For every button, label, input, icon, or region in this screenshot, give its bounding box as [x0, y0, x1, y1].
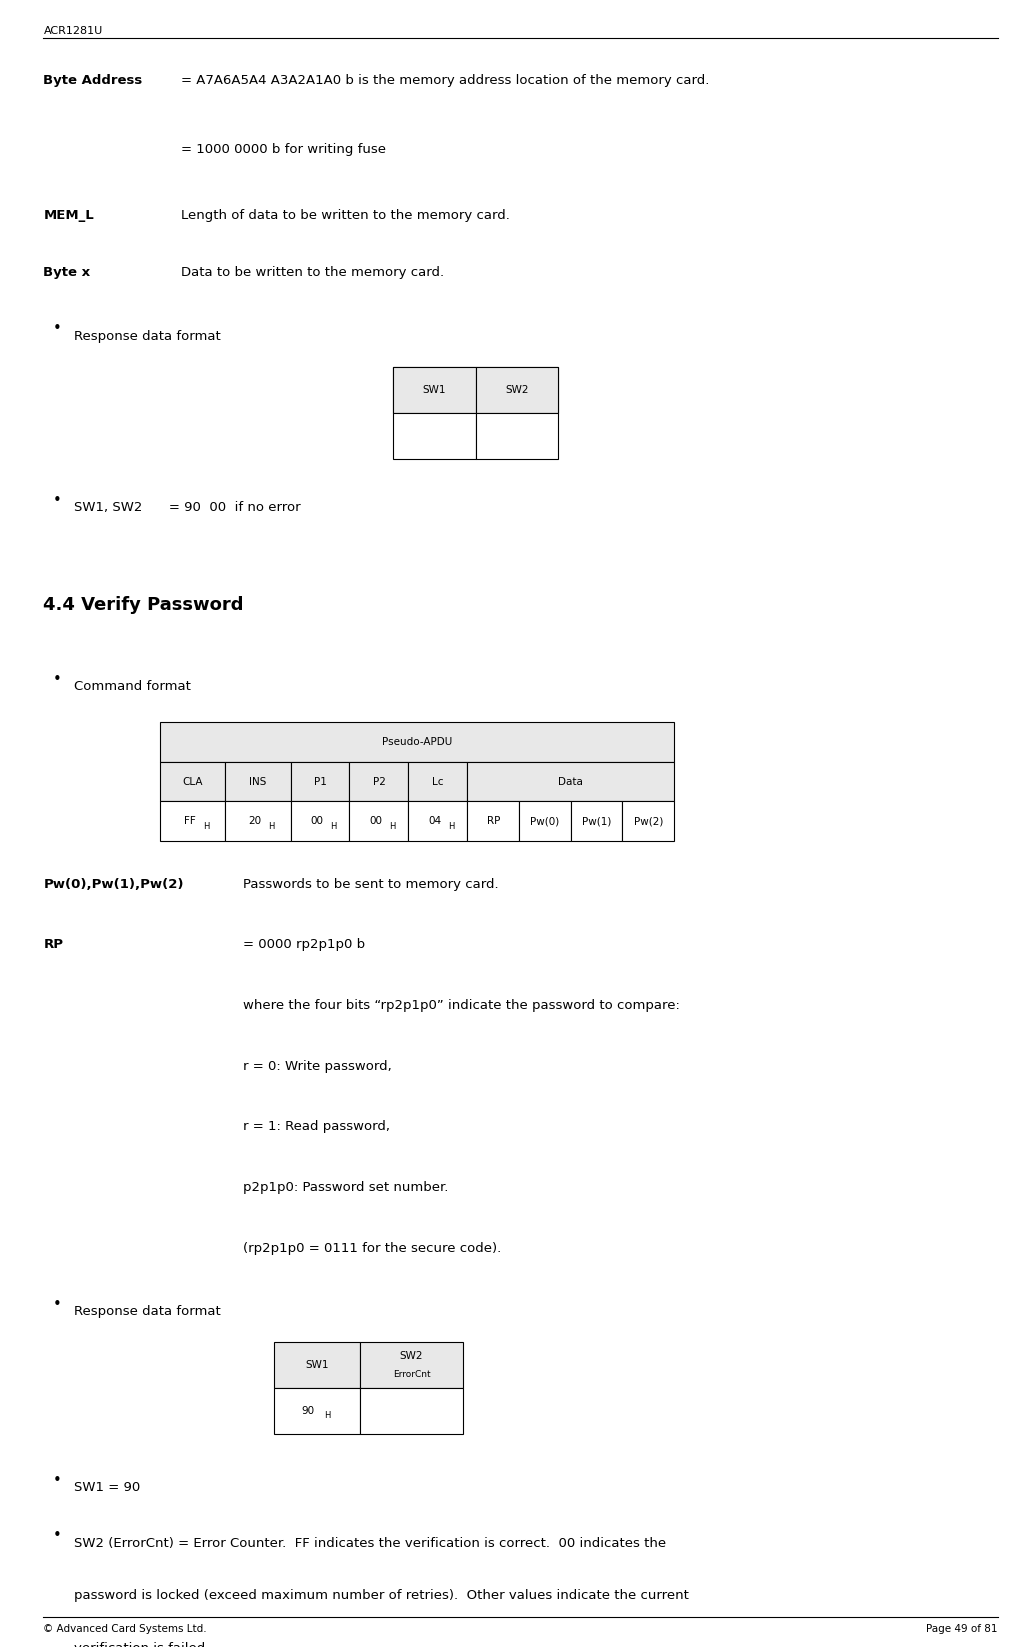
Text: ErrorCnt: ErrorCnt	[393, 1370, 430, 1379]
Text: SW1: SW1	[305, 1360, 329, 1370]
Bar	[467, 802, 519, 842]
Bar	[393, 367, 558, 413]
Text: P1: P1	[313, 777, 327, 787]
Bar	[393, 413, 476, 460]
Bar	[476, 367, 558, 413]
Text: 20: 20	[248, 817, 262, 827]
Bar	[225, 763, 291, 802]
Bar	[476, 413, 558, 460]
Text: MEM_L: MEM_L	[43, 209, 94, 221]
Text: SW1: SW1	[423, 385, 446, 395]
Text: Lc: Lc	[432, 777, 444, 787]
Text: Byte Address: Byte Address	[43, 74, 143, 87]
Text: ACR1281U: ACR1281U	[43, 26, 102, 36]
Text: Length of data to be written to the memory card.: Length of data to be written to the memo…	[181, 209, 510, 221]
Text: Command format: Command format	[74, 680, 191, 693]
Text: SW2: SW2	[506, 385, 528, 395]
Bar	[393, 367, 476, 413]
Text: SW1 = 90: SW1 = 90	[74, 1481, 141, 1494]
Text: •: •	[53, 672, 61, 687]
Text: Response data format: Response data format	[74, 1304, 221, 1318]
Bar	[360, 1342, 463, 1388]
Text: (rp2p1p0 = 0111 for the secure code).: (rp2p1p0 = 0111 for the secure code).	[243, 1242, 501, 1255]
Bar	[408, 802, 467, 842]
Text: H: H	[389, 822, 396, 830]
Text: 00: 00	[310, 817, 324, 827]
Bar	[160, 802, 225, 842]
Text: Response data format: Response data format	[74, 329, 221, 343]
Text: Pw(0): Pw(0)	[530, 817, 559, 827]
Text: Data: Data	[558, 777, 583, 787]
Text: •: •	[53, 1528, 61, 1543]
Bar	[225, 802, 291, 842]
Text: •: •	[53, 1472, 61, 1489]
Bar	[160, 763, 225, 802]
Bar	[408, 763, 467, 802]
Text: H: H	[330, 822, 337, 830]
Text: H: H	[448, 822, 455, 830]
Text: Pw(2): Pw(2)	[634, 817, 663, 827]
Text: Passwords to be sent to memory card.: Passwords to be sent to memory card.	[243, 878, 498, 891]
Text: Byte x: Byte x	[43, 267, 91, 280]
Bar	[349, 763, 408, 802]
Text: 90: 90	[302, 1407, 315, 1416]
Text: = 1000 0000 b for writing fuse: = 1000 0000 b for writing fuse	[181, 143, 386, 155]
Bar	[467, 763, 674, 802]
Text: 04: 04	[428, 817, 442, 827]
Text: = 0000 rp2p1p0 b: = 0000 rp2p1p0 b	[243, 939, 365, 952]
Bar	[291, 763, 349, 802]
Text: Pseudo-APDU: Pseudo-APDU	[383, 738, 452, 748]
Text: Page 49 of 81: Page 49 of 81	[926, 1624, 998, 1634]
Text: •: •	[53, 321, 61, 336]
Text: Pw(1): Pw(1)	[582, 817, 611, 827]
Text: SW2 (ErrorCnt) = Error Counter.  FF indicates the verification is correct.  00 i: SW2 (ErrorCnt) = Error Counter. FF indic…	[74, 1537, 667, 1550]
Text: INS: INS	[249, 777, 267, 787]
Text: p2p1p0: Password set number.: p2p1p0: Password set number.	[243, 1181, 449, 1194]
Text: Data to be written to the memory card.: Data to be written to the memory card.	[181, 267, 444, 280]
Text: 4.4 Verify Password: 4.4 Verify Password	[43, 596, 244, 614]
Text: H: H	[268, 822, 275, 830]
Text: © Advanced Card Systems Ltd.: © Advanced Card Systems Ltd.	[43, 1624, 207, 1634]
Text: RP: RP	[487, 817, 499, 827]
Text: r = 0: Write password,: r = 0: Write password,	[243, 1059, 392, 1072]
Text: H: H	[203, 822, 210, 830]
Text: •: •	[53, 492, 61, 507]
Text: where the four bits “rp2p1p0” indicate the password to compare:: where the four bits “rp2p1p0” indicate t…	[243, 1000, 680, 1011]
Text: P2: P2	[372, 777, 386, 787]
Text: FF: FF	[184, 817, 195, 827]
Text: •: •	[53, 1296, 61, 1311]
Text: = A7A6A5A4 A3A2A1A0 b is the memory address location of the memory card.: = A7A6A5A4 A3A2A1A0 b is the memory addr…	[181, 74, 709, 87]
Text: RP: RP	[43, 939, 63, 952]
Text: verification is failed.: verification is failed.	[74, 1642, 210, 1647]
Bar	[274, 1342, 360, 1388]
Text: password is locked (exceed maximum number of retries).  Other values indicate th: password is locked (exceed maximum numbe…	[74, 1589, 690, 1603]
Text: SW1, SW2  = 90  00  if no error: SW1, SW2 = 90 00 if no error	[74, 501, 301, 514]
Bar	[291, 802, 349, 842]
Bar	[519, 802, 571, 842]
Text: H: H	[324, 1411, 331, 1420]
Bar	[349, 802, 408, 842]
Text: Pw(0),Pw(1),Pw(2): Pw(0),Pw(1),Pw(2)	[43, 878, 184, 891]
Bar	[160, 723, 674, 763]
Text: CLA: CLA	[183, 777, 203, 787]
Text: SW2: SW2	[400, 1352, 423, 1362]
Bar	[571, 802, 622, 842]
Bar	[274, 1388, 360, 1435]
Bar	[622, 802, 674, 842]
Text: r = 1: Read password,: r = 1: Read password,	[243, 1120, 390, 1133]
Bar	[360, 1388, 463, 1435]
Text: 00: 00	[369, 817, 383, 827]
